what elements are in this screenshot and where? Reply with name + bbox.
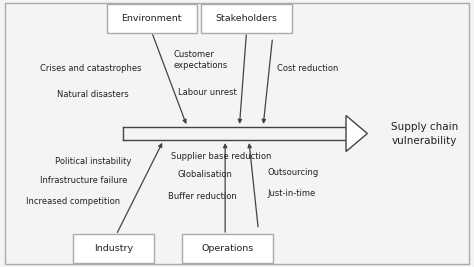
- Text: Increased competition: Increased competition: [26, 197, 120, 206]
- Text: Cost reduction: Cost reduction: [277, 64, 338, 73]
- Text: Crises and catastrophes: Crises and catastrophes: [40, 64, 142, 73]
- Text: Customer
expectations: Customer expectations: [173, 50, 227, 70]
- Text: Just-in-time: Just-in-time: [268, 189, 316, 198]
- FancyBboxPatch shape: [107, 4, 197, 33]
- Text: Globalisation: Globalisation: [178, 170, 233, 179]
- Text: Supply chain
vulnerability: Supply chain vulnerability: [391, 121, 458, 146]
- Text: Political instability: Political instability: [55, 157, 131, 166]
- FancyBboxPatch shape: [73, 234, 154, 263]
- Text: Operations: Operations: [201, 244, 254, 253]
- Polygon shape: [346, 115, 367, 152]
- Text: Infrastructure failure: Infrastructure failure: [40, 176, 128, 185]
- Text: Buffer reduction: Buffer reduction: [168, 192, 237, 201]
- Text: Supplier base reduction: Supplier base reduction: [171, 152, 271, 161]
- Text: Natural disasters: Natural disasters: [57, 90, 128, 99]
- Text: Stakeholders: Stakeholders: [216, 14, 277, 23]
- Text: Labour unrest: Labour unrest: [178, 88, 237, 97]
- FancyBboxPatch shape: [182, 234, 273, 263]
- Text: Environment: Environment: [121, 14, 182, 23]
- Text: Outsourcing: Outsourcing: [268, 168, 319, 177]
- FancyBboxPatch shape: [201, 4, 292, 33]
- Text: Industry: Industry: [94, 244, 133, 253]
